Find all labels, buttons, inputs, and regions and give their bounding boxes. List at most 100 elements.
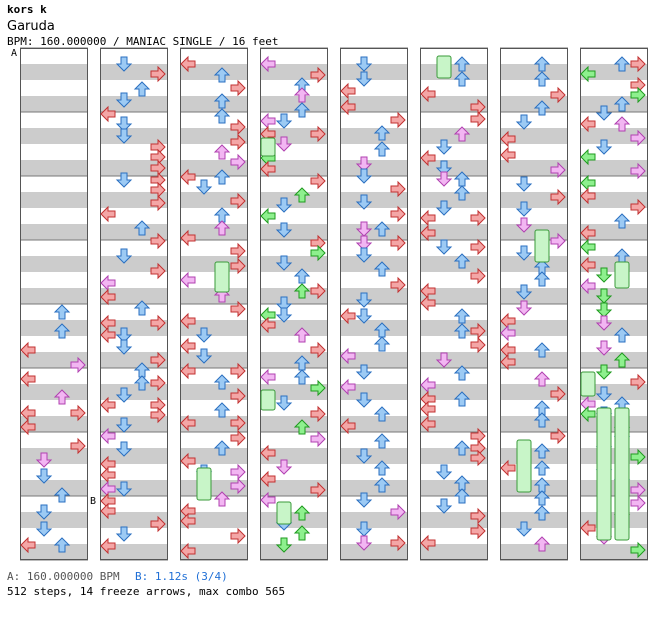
up-arrow-icon (533, 56, 551, 72)
up-arrow-icon (293, 419, 311, 435)
down-arrow-icon (355, 521, 373, 537)
beat-stripe (20, 224, 88, 240)
beat-stripe (180, 544, 248, 560)
beat-stripe (180, 448, 248, 464)
beat-stripe (340, 416, 408, 432)
down-arrow-icon (515, 300, 533, 316)
right-arrow-icon (390, 234, 406, 252)
column-border (580, 48, 648, 560)
left-arrow-icon (260, 160, 276, 178)
freeze-arrow (276, 501, 292, 525)
up-arrow-icon (213, 374, 231, 390)
down-arrow-icon (355, 448, 373, 464)
right-arrow-icon (470, 209, 486, 227)
right-arrow-icon (630, 198, 646, 216)
left-arrow-icon (20, 536, 36, 554)
down-arrow-icon (115, 327, 133, 343)
beat-stripe (580, 224, 648, 240)
right-arrow-icon (230, 133, 246, 151)
right-arrow-icon (230, 527, 246, 545)
down-arrow-icon (355, 156, 373, 172)
freeze-arrow (516, 439, 532, 493)
left-arrow-icon (580, 405, 596, 423)
up-arrow-icon (293, 187, 311, 203)
beat-stripe (100, 160, 168, 176)
left-arrow-icon (260, 491, 276, 509)
down-arrow-icon (595, 288, 613, 304)
left-arrow-icon (100, 205, 116, 223)
down-arrow-icon (595, 364, 613, 380)
down-arrow-icon (355, 194, 373, 210)
left-arrow-icon (420, 400, 436, 418)
left-arrow-icon (180, 271, 196, 289)
down-arrow-icon (435, 139, 453, 155)
right-arrow-icon (230, 153, 246, 171)
beat-stripe (100, 96, 168, 112)
up-arrow-icon (533, 490, 551, 506)
right-arrow-icon (550, 232, 566, 250)
up-arrow-icon (213, 108, 231, 124)
right-arrow-icon (150, 194, 166, 212)
right-arrow-icon (470, 238, 486, 256)
down-arrow-icon (435, 239, 453, 255)
right-arrow-icon (630, 448, 646, 466)
down-arrow-icon (595, 315, 613, 331)
down-arrow-icon (595, 267, 613, 283)
right-arrow-icon (230, 477, 246, 495)
left-arrow-icon (340, 347, 356, 365)
beat-stripe (340, 256, 408, 272)
down-arrow-icon (275, 537, 293, 553)
left-arrow-icon (500, 459, 516, 477)
down-arrow-icon (435, 171, 453, 187)
beat-stripe (500, 320, 568, 336)
up-arrow-icon (533, 71, 551, 87)
beat-stripe (420, 128, 488, 144)
beat-stripe (500, 512, 568, 528)
down-arrow-icon (115, 387, 133, 403)
beat-stripe (340, 320, 408, 336)
beat-stripe (420, 64, 488, 80)
up-arrow-icon (613, 352, 631, 368)
right-arrow-icon (470, 507, 486, 525)
right-arrow-icon (390, 534, 406, 552)
right-arrow-icon (310, 481, 326, 499)
up-arrow-icon (133, 220, 151, 236)
freeze-arrow (596, 407, 612, 541)
down-arrow-icon (355, 247, 373, 263)
up-arrow-icon (53, 389, 71, 405)
down-arrow-icon (595, 105, 613, 121)
left-arrow-icon (420, 149, 436, 167)
left-arrow-icon (420, 224, 436, 242)
left-arrow-icon (260, 368, 276, 386)
down-arrow-icon (355, 71, 373, 87)
freeze-arrow (260, 137, 276, 157)
beat-stripe (180, 320, 248, 336)
beat-stripe (500, 288, 568, 304)
down-arrow-icon (355, 392, 373, 408)
beat-stripe (180, 288, 248, 304)
beat-stripe (20, 544, 88, 560)
right-arrow-icon (310, 405, 326, 423)
right-arrow-icon (630, 129, 646, 147)
left-arrow-icon (580, 187, 596, 205)
down-arrow-icon (355, 308, 373, 324)
left-arrow-icon (580, 65, 596, 83)
right-arrow-icon (390, 205, 406, 223)
down-arrow-icon (355, 235, 373, 251)
beat-stripe (580, 96, 648, 112)
down-arrow-icon (275, 255, 293, 271)
down-arrow-icon (515, 521, 533, 537)
up-arrow-icon (373, 433, 391, 449)
right-arrow-icon (390, 180, 406, 198)
up-arrow-icon (53, 537, 71, 553)
up-arrow-icon (373, 141, 391, 157)
beat-stripe (20, 192, 88, 208)
beat-stripe (20, 384, 88, 400)
beat-stripe (580, 320, 648, 336)
up-arrow-icon (453, 185, 471, 201)
up-arrow-icon (213, 491, 231, 507)
left-arrow-icon (260, 207, 276, 225)
marker-b: B (90, 496, 97, 507)
left-arrow-icon (100, 537, 116, 555)
down-arrow-icon (275, 395, 293, 411)
